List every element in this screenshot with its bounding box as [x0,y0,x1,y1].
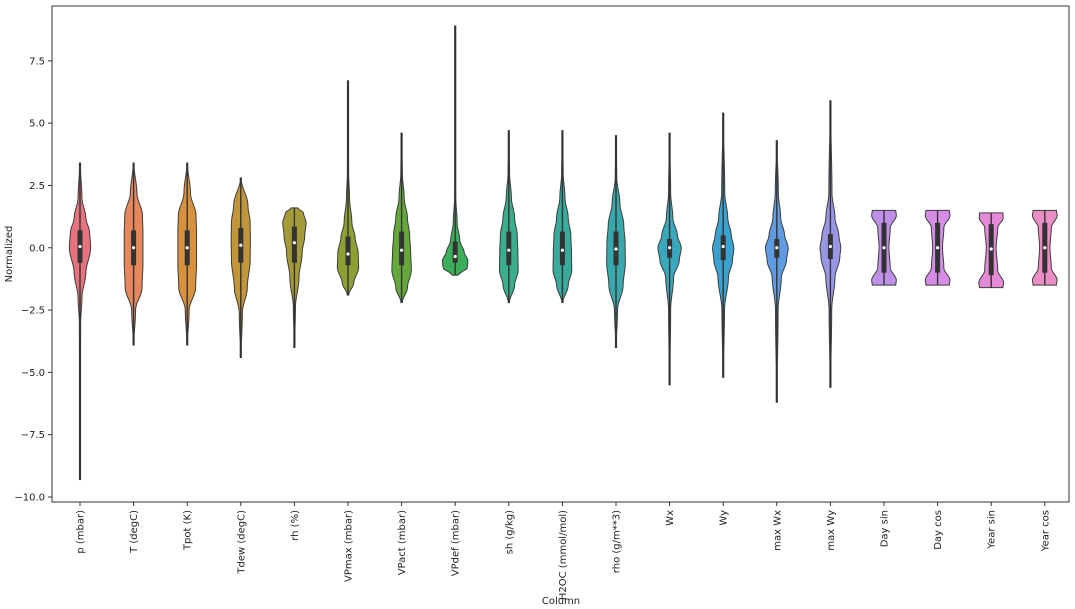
violin-iqr-box [291,226,297,263]
x-tick-label: Day sin [880,510,891,547]
violin-4 [282,207,307,348]
violin-median [346,252,350,256]
y-axis: 7.5 5.0 2.5 0.0 −2.5 −5.0 −7.5 −10.0 [14,56,52,504]
violin-1 [123,162,144,346]
violin-median [668,246,672,250]
y-axis-title: Normalized [4,226,15,283]
y-tick-label: 7.5 [29,56,45,67]
violin-median [721,244,725,249]
violin-median [936,246,940,250]
violin-iqr-box [559,231,565,266]
violin-median [400,248,404,252]
x-tick-label: VPmax (mbar) [344,510,355,582]
violin-16 [924,209,951,286]
violin-iqr-box [399,231,405,266]
violin-iqr-box [506,231,512,266]
x-tick-label: Tpot (K) [183,510,194,551]
x-tick-label: T (degC) [129,510,140,554]
violins-group [68,25,1058,481]
x-tick-label: max Wx [772,510,783,551]
violin-13 [764,140,789,403]
violin-2 [177,162,198,346]
x-axis: p (mbar) T (degC) Tpot (K) Tdew (degC) rh (%… [76,502,1051,600]
violin-median [614,247,618,251]
y-tick-label: −2.5 [21,306,45,317]
x-tick-label: Wy [719,510,730,526]
violin-12 [712,112,735,378]
violin-6 [391,132,412,304]
violin-median [560,248,565,252]
x-tick-label: max Wy [826,510,837,551]
violin-median [239,243,243,247]
violin-3 [230,177,251,358]
violin-median [882,246,886,250]
violin-9 [552,130,573,304]
violin-17 [978,212,1005,289]
y-tick-label: −10.0 [14,493,45,504]
y-tick-label: 2.5 [29,181,45,192]
violin-18 [1031,209,1058,286]
violin-median [292,241,296,245]
x-tick-label: Year sin [987,510,998,550]
violin-11 [657,132,682,386]
plot-frame [51,5,1070,503]
x-axis-title: Column [542,596,580,607]
x-tick-label: VPdef (mbar) [451,510,462,576]
x-tick-label: H2OC (mmol/mol) [558,510,569,600]
violin-15 [871,209,897,286]
violin-median [1043,246,1047,250]
x-tick-label: Tdew (degC) [236,510,247,575]
violin-5 [336,80,360,296]
x-tick-label: rho (g/m**3) [612,510,623,573]
violin-median [775,246,779,250]
violin-iqr-box [452,241,458,263]
violin-0 [68,162,92,481]
violin-14 [819,100,842,388]
y-tick-label: 0.0 [29,243,45,254]
violin-median [185,246,189,250]
violin-median [828,244,833,249]
violin-7 [442,25,469,276]
x-tick-label: Year cos [1040,510,1051,552]
violin-iqr-box [345,236,351,266]
x-tick-label: VPact (mbar) [397,510,408,575]
y-tick-label: −7.5 [21,430,45,441]
violin-median [989,247,993,251]
violin-median [453,254,457,259]
x-tick-label: Day cos [933,510,944,550]
violin-8 [498,130,519,304]
x-tick-label: p (mbar) [76,510,87,554]
x-tick-label: rh (%) [290,510,301,541]
violin-median [507,248,511,252]
y-tick-label: 5.0 [29,119,45,130]
x-tick-label: sh (g/kg) [504,510,515,554]
violin-10 [606,135,626,348]
violin-median [132,246,136,250]
y-tick-label: −5.0 [21,368,45,379]
x-tick-label: Wx [665,510,676,526]
violin-median [78,244,82,249]
